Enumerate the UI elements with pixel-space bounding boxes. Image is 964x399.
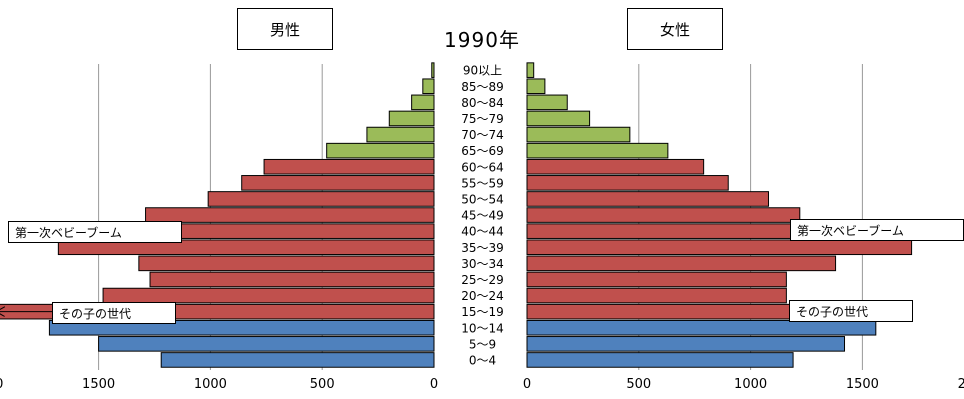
bar-female-9 xyxy=(526,207,801,223)
age-label-5: 25〜29 xyxy=(461,273,504,287)
female-panel-label: 女性 xyxy=(627,8,723,50)
bar-male-0 xyxy=(160,352,435,368)
bar-female-4 xyxy=(526,287,787,304)
x-tick-female-1500: 1500 xyxy=(846,377,879,392)
x-tick-female-0: 0 xyxy=(523,377,531,392)
bar-female-6 xyxy=(526,255,837,272)
age-label-4: 20〜24 xyxy=(461,289,504,303)
bar-male-6 xyxy=(138,255,435,272)
bar-male-15 xyxy=(388,110,435,127)
age-label-18: 90以上 xyxy=(463,64,502,78)
callout-female-child-generation: その子の世代 xyxy=(789,300,913,322)
callout-male-baby-boom: 第一次ベビーブーム xyxy=(8,221,182,243)
bar-female-1 xyxy=(526,336,846,352)
age-label-15: 75〜79 xyxy=(461,112,504,126)
x-tick-male-500: 500 xyxy=(310,377,335,392)
age-label-17: 85〜89 xyxy=(461,80,504,94)
bar-male-7 xyxy=(57,239,435,256)
bar-male-12 xyxy=(263,158,435,175)
age-label-11: 55〜59 xyxy=(461,176,504,190)
bar-male-18 xyxy=(431,62,435,78)
age-label-14: 70〜74 xyxy=(461,128,504,142)
age-label-13: 65〜69 xyxy=(461,144,504,158)
bar-female-2 xyxy=(526,319,877,336)
x-tick-male-1500: 1500 xyxy=(82,377,115,392)
bar-female-12 xyxy=(526,158,705,175)
bar-male-5 xyxy=(149,271,435,288)
bar-female-15 xyxy=(526,110,591,127)
age-label-1: 5〜9 xyxy=(469,337,496,351)
age-label-0: 0〜4 xyxy=(469,353,496,367)
age-label-16: 80〜84 xyxy=(461,96,504,110)
callout-female-baby-boom: 第一次ベビーブーム xyxy=(790,219,964,241)
bar-male-16 xyxy=(411,94,435,111)
age-label-3: 15〜19 xyxy=(461,305,504,319)
bar-female-14 xyxy=(526,126,631,143)
x-tick-female-500: 500 xyxy=(626,377,651,392)
bar-male-14 xyxy=(366,126,435,143)
x-tick-male-1000: 1000 xyxy=(194,377,227,392)
bar-female-11 xyxy=(526,175,729,191)
bar-female-17 xyxy=(526,78,546,95)
bar-female-18 xyxy=(526,62,535,78)
bar-female-16 xyxy=(526,94,568,111)
age-label-7: 35〜39 xyxy=(461,241,504,255)
bar-female-5 xyxy=(526,271,787,288)
x-tick-female-1000: 1000 xyxy=(734,377,767,392)
age-label-12: 60〜64 xyxy=(461,160,504,174)
age-label-8: 40〜44 xyxy=(461,225,504,239)
bar-male-1 xyxy=(98,336,435,352)
bar-male-11 xyxy=(241,175,435,191)
x-tick-male-2000: 2000 xyxy=(0,377,3,392)
bar-female-13 xyxy=(526,142,669,159)
callout-male-child-generation: その子の世代 xyxy=(52,302,176,324)
age-label-9: 45〜49 xyxy=(461,209,504,223)
bar-male-2 xyxy=(48,319,435,336)
male-panel-label: 男性 xyxy=(237,8,333,50)
bar-male-13 xyxy=(326,142,435,159)
age-label-10: 50〜54 xyxy=(461,192,504,206)
x-tick-male-0: 0 xyxy=(430,377,438,392)
age-label-6: 30〜34 xyxy=(461,257,504,271)
bar-male-4 xyxy=(102,287,435,304)
bar-female-10 xyxy=(526,191,769,207)
age-label-2: 10〜14 xyxy=(461,321,504,335)
bar-male-10 xyxy=(207,191,435,207)
bar-male-9 xyxy=(145,207,435,223)
bar-female-7 xyxy=(526,239,913,256)
x-tick-female-2000: 2000 xyxy=(958,377,964,392)
bar-female-0 xyxy=(526,352,794,368)
bar-male-17 xyxy=(422,78,435,95)
chart-title: 1990年 xyxy=(444,28,520,52)
